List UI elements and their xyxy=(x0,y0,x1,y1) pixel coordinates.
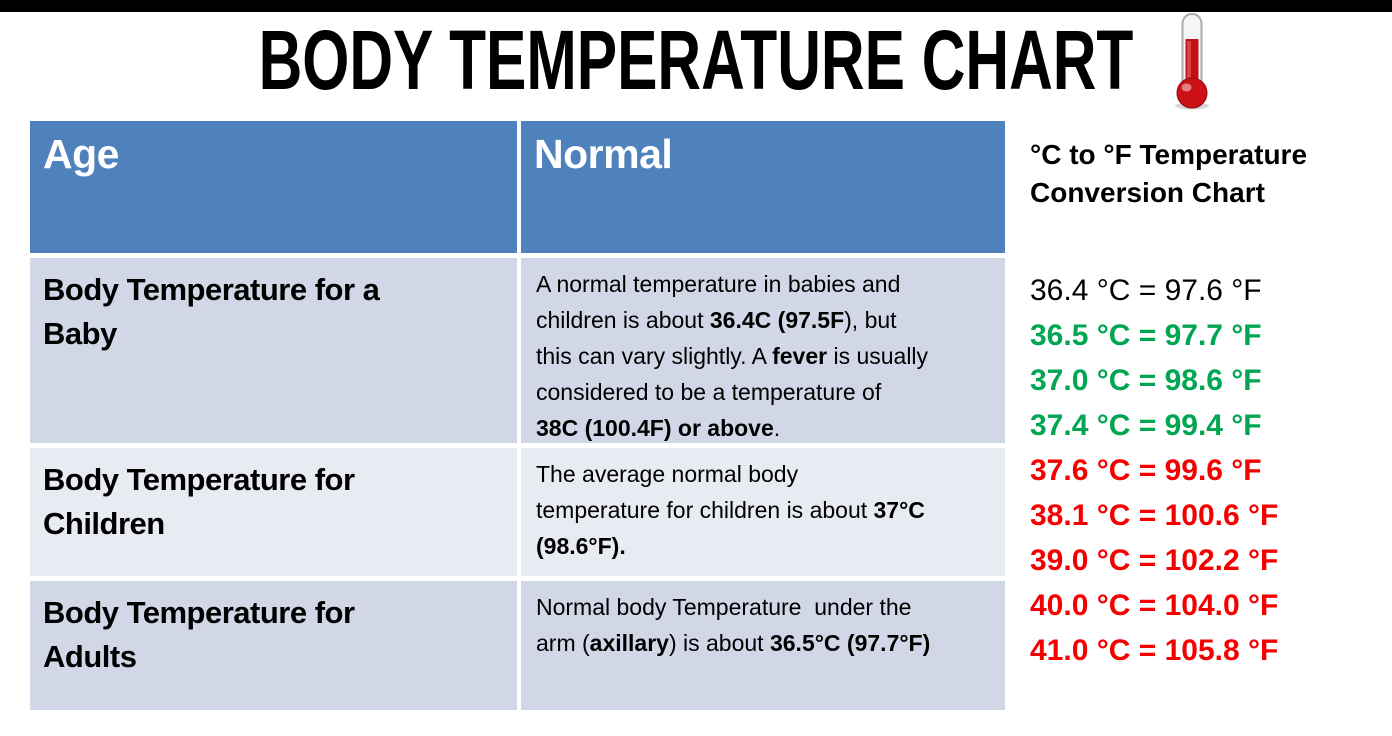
row-adults-age-label: Body Temperature for Adults xyxy=(30,581,517,710)
page-title: BODY TEMPERATURE CHART xyxy=(258,13,1134,107)
row-children-age-label: Body Temperature for Children xyxy=(30,448,517,576)
column-header-age: Age xyxy=(30,121,517,253)
text-segment: Normal body Temperature under the arm ( xyxy=(536,594,912,656)
conversion-entry: 39.0 °C = 102.2 °F xyxy=(1030,544,1279,577)
text-segment: is usually considered to be a temperatur… xyxy=(536,343,929,405)
text-segment: 37°C (98.6°F). xyxy=(536,497,925,559)
text-segment: axillary xyxy=(589,630,669,656)
row-baby-normal-text: A normal temperature in babies and child… xyxy=(521,258,1005,443)
conversion-entry: 36.4 °C = 97.6 °F xyxy=(1030,274,1262,307)
row-baby-age-label: Body Temperature for a Baby xyxy=(30,258,517,443)
conversion-entries-list: 36.4 °C = 97.6 °F 36.5 °C = 97.7 °F 37.0 °… xyxy=(1030,268,1378,673)
conversion-chart-panel: °C to °F Temperature Conversion Chart 36… xyxy=(1030,136,1378,673)
text-segment: 36.4C (97.5F xyxy=(709,307,845,333)
thermometer-icon xyxy=(1166,12,1220,115)
conversion-entry: 40.0 °C = 104.0 °F xyxy=(1030,589,1279,622)
conversion-entry: 37.4 °C = 99.4 °F xyxy=(1030,409,1262,442)
conversion-entry: 37.0 °C = 98.6 °F xyxy=(1030,364,1262,397)
text-segment: 38C (100.4F) or above xyxy=(536,415,774,441)
conversion-entry: 38.1 °C = 100.6 °F xyxy=(1030,499,1279,532)
body-temperature-table: Age Normal Body Temperature for a Baby A… xyxy=(30,121,1005,710)
conversion-chart-title: °C to °F Temperature Conversion Chart xyxy=(1030,139,1308,208)
text-segment: ) is about xyxy=(668,630,770,656)
conversion-entry: 41.0 °C = 105.8 °F xyxy=(1030,634,1279,667)
column-header-normal: Normal xyxy=(521,121,1005,253)
top-black-bar xyxy=(0,0,1392,12)
row-children-normal-text: The average normal body temperature for … xyxy=(521,448,1005,576)
text-segment: The average normal body temperature for … xyxy=(536,461,868,523)
conversion-entry: 37.6 °C = 99.6 °F xyxy=(1030,454,1262,487)
text-segment: fever xyxy=(772,343,828,369)
conversion-entry: 36.5 °C = 97.7 °F xyxy=(1030,319,1262,352)
text-segment: ), but this can vary slightly. A xyxy=(536,307,897,369)
text-segment: . xyxy=(773,415,781,441)
row-adults-normal-text: Normal body Temperature under the arm (a… xyxy=(521,581,1005,710)
text-segment: A normal temperature in babies and child… xyxy=(536,271,901,333)
text-segment: 36.5°C (97.7°F) xyxy=(769,630,931,656)
